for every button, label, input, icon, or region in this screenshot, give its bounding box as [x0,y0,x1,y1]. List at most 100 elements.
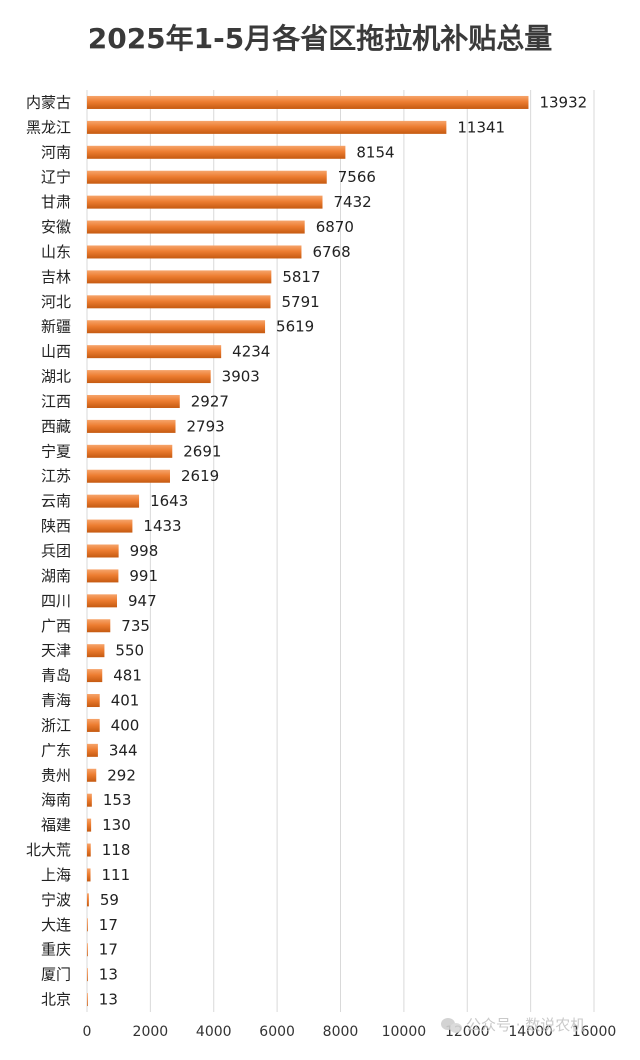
value-label: 2927 [191,392,229,410]
value-label: 6768 [312,243,350,261]
bar [87,718,100,732]
bar [87,743,98,757]
bar [87,220,305,234]
value-label: 17 [99,941,118,959]
value-label: 11341 [457,118,505,136]
watermark-text: 公众号 · 数说农机 [466,1016,585,1034]
bar [87,993,88,1007]
category-label: 山西 [41,343,71,361]
value-label: 111 [102,866,131,884]
wechat-icon [441,1018,462,1033]
bar [87,818,92,832]
value-label: 59 [100,891,119,909]
category-label: 甘肃 [41,193,71,211]
value-label: 4234 [232,343,270,361]
value-label: 292 [107,766,136,784]
bar [87,968,88,982]
value-label: 3903 [222,368,260,386]
bar [87,145,346,159]
category-label: 北京 [41,991,71,1009]
x-tick-label: 8000 [323,1024,359,1040]
category-label: 广西 [41,617,71,635]
category-label: 湖南 [41,567,71,585]
bar [87,444,173,458]
watermark: 公众号 · 数说农机 [441,1016,585,1034]
category-label: 厦门 [41,966,71,984]
value-label: 13 [99,966,118,984]
bar [87,469,170,483]
bar [87,694,100,708]
x-tick-label: 10000 [382,1024,427,1040]
category-label: 福建 [41,816,71,834]
category-label: 四川 [41,592,71,610]
category-label: 上海 [41,866,71,884]
value-label: 344 [109,741,138,759]
bar [87,644,105,658]
value-label: 8154 [356,143,394,161]
category-label: 安徽 [41,218,71,236]
bar [87,195,323,209]
bar [87,594,118,608]
value-label: 17 [99,916,118,934]
bar [87,918,88,932]
category-label: 海南 [41,791,71,809]
bar [87,170,327,184]
value-label: 153 [103,791,132,809]
category-label: 广东 [41,741,71,759]
value-label: 1433 [143,517,181,535]
category-label: 吉林 [41,268,71,286]
value-label: 118 [102,841,131,859]
category-label: 湖北 [41,368,71,386]
x-tick-label: 6000 [259,1024,295,1040]
category-label: 北大荒 [26,841,71,859]
x-tick-label: 0 [83,1024,92,1040]
category-label: 新疆 [41,318,71,336]
value-label: 401 [111,692,140,710]
category-label: 山东 [41,243,71,261]
value-label: 991 [129,567,158,585]
category-label: 江苏 [41,467,71,485]
bar [87,868,91,882]
x-tick-label: 4000 [196,1024,232,1040]
value-label: 481 [113,667,142,685]
value-label: 130 [102,816,131,834]
bar [87,345,222,359]
bar [87,270,272,284]
bar [87,669,103,683]
value-label: 400 [111,716,140,734]
bar [87,619,111,633]
x-tick-label: 16000 [572,1024,617,1040]
bar [87,295,271,309]
category-label: 天津 [41,642,71,660]
value-label: 5817 [282,268,320,286]
bar [87,394,180,408]
category-label: 青岛 [41,667,71,685]
value-label: 998 [130,542,159,560]
value-label: 1643 [150,492,188,510]
value-label: 7566 [338,168,376,186]
category-label: 陕西 [41,517,71,535]
category-label: 贵州 [41,766,71,784]
value-label: 13932 [539,93,587,111]
category-label: 河北 [41,293,71,311]
bar [87,95,529,109]
category-label: 大连 [41,916,71,934]
category-label: 江西 [41,392,71,410]
category-label: 兵团 [41,542,71,560]
category-label: 宁波 [41,891,71,909]
category-label: 河南 [41,143,71,161]
value-label: 13 [99,991,118,1009]
bar [87,370,211,384]
chart-title: 2025年1-5月各省区拖拉机补贴总量 [88,22,553,55]
bar [87,519,133,533]
category-label: 宁夏 [41,442,71,460]
category-label: 青海 [41,692,71,710]
value-label: 7432 [334,193,372,211]
value-label: 550 [115,642,144,660]
category-label: 浙江 [41,716,71,734]
bar [87,893,89,907]
value-label: 947 [128,592,157,610]
category-label: 内蒙古 [26,93,71,111]
category-label: 云南 [41,492,71,510]
